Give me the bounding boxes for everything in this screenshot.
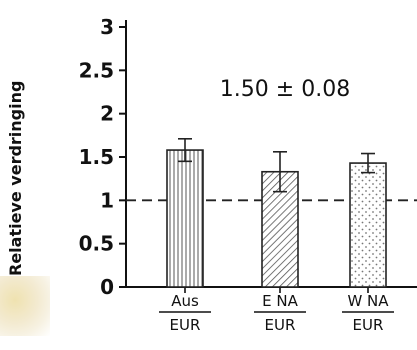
y-tick-label: 2.5 <box>79 58 114 82</box>
y-tick-label: 3 <box>100 15 114 39</box>
bar-aus <box>166 149 204 288</box>
annotation-text: 1.50 ± 0.08 <box>220 77 350 102</box>
y-tick-label: 1.5 <box>79 145 114 169</box>
y-tick-label: 1 <box>100 188 114 212</box>
category-label-top: E NA <box>262 292 298 310</box>
y-tick-label: 0.5 <box>79 232 114 256</box>
corner-decoration <box>0 276 50 336</box>
category-label-bottom: EUR <box>170 316 201 334</box>
category-label-bottom: EUR <box>353 316 384 334</box>
category-label-bottom: EUR <box>265 316 296 334</box>
category-label-top: W NA <box>347 292 389 310</box>
y-tick-label: 0 <box>100 275 114 299</box>
y-tick-label: 2 <box>100 102 114 126</box>
category-label-top: Aus <box>171 292 199 310</box>
bar-w-na <box>349 162 387 288</box>
